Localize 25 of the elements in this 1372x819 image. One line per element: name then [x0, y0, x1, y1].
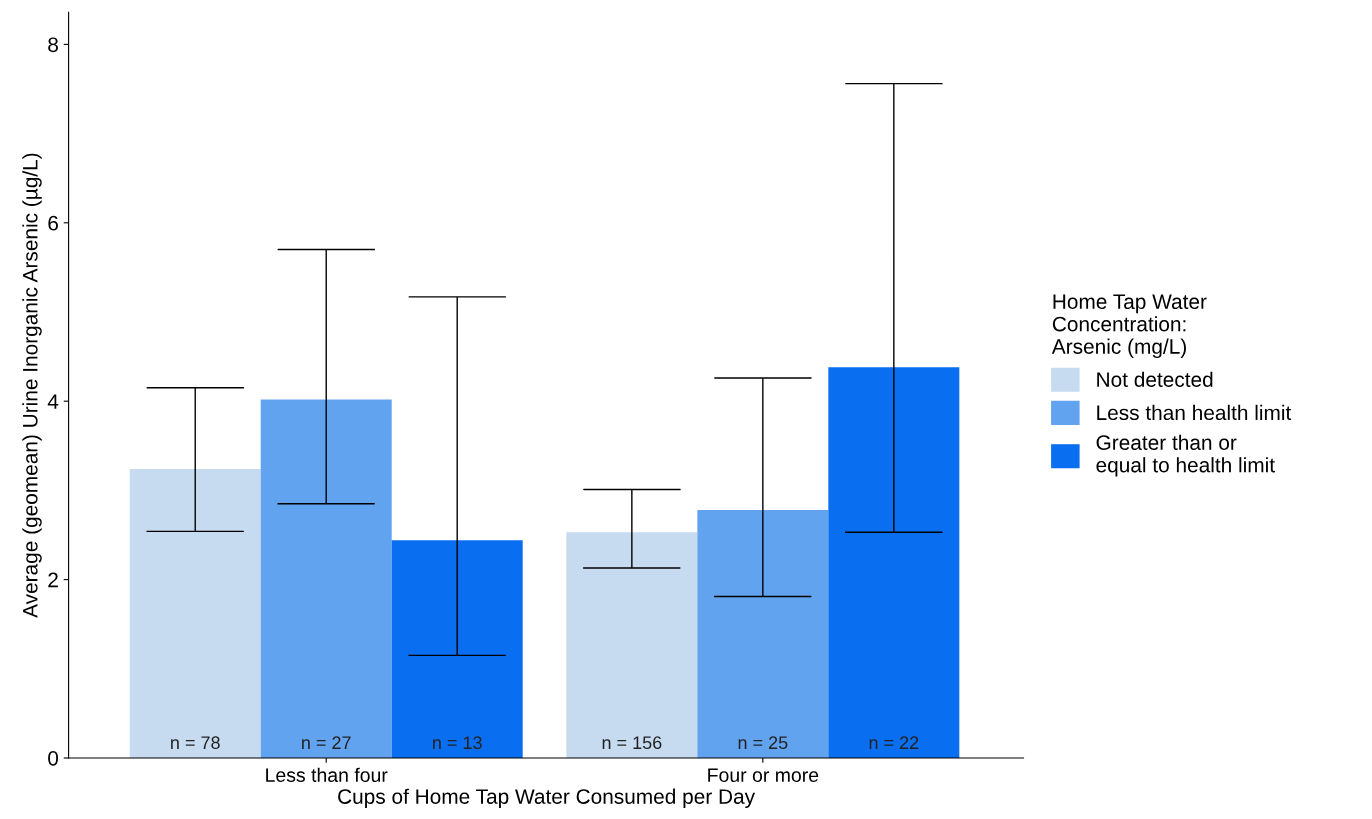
- y-tick-label: 0: [48, 750, 59, 766]
- annotation: n = 25: [738, 736, 788, 750]
- x-axis-title: Cups of Home Tap Water Consumed per Day: [338, 788, 756, 809]
- annotation: n = 22: [869, 736, 919, 749]
- legend-title: Home Tap Water Concentration: Arsenic (mg/L): [1051, 294, 1207, 359]
- bar: [129, 468, 261, 758]
- bar: [828, 367, 960, 758]
- x-tick-label: Less than four: [266, 767, 388, 782]
- y-tick-label: 8: [48, 37, 58, 53]
- y-tick-label: 4: [47, 394, 59, 409]
- bar: [697, 510, 829, 758]
- bar: [566, 532, 698, 758]
- legend-label: Not detected: [1097, 371, 1213, 387]
- bar: [260, 399, 392, 758]
- legend-label: Greater than or equal to health limit: [1096, 434, 1275, 477]
- y-tick-label: 6: [48, 215, 58, 231]
- bar: [391, 540, 523, 758]
- annotation: n = 13: [433, 736, 482, 750]
- y-axis-title: Average (geomean) Urine Inorganic Arsenic (µg/L): [22, 153, 42, 618]
- y-tick-label: 2: [48, 572, 58, 588]
- legend-label: Less than health limit: [1097, 404, 1292, 421]
- annotation: n = 156: [602, 736, 662, 750]
- annotation: n = 27: [302, 736, 351, 749]
- x-tick-label: Four or more: [708, 768, 819, 782]
- annotation: n = 78: [171, 736, 220, 750]
